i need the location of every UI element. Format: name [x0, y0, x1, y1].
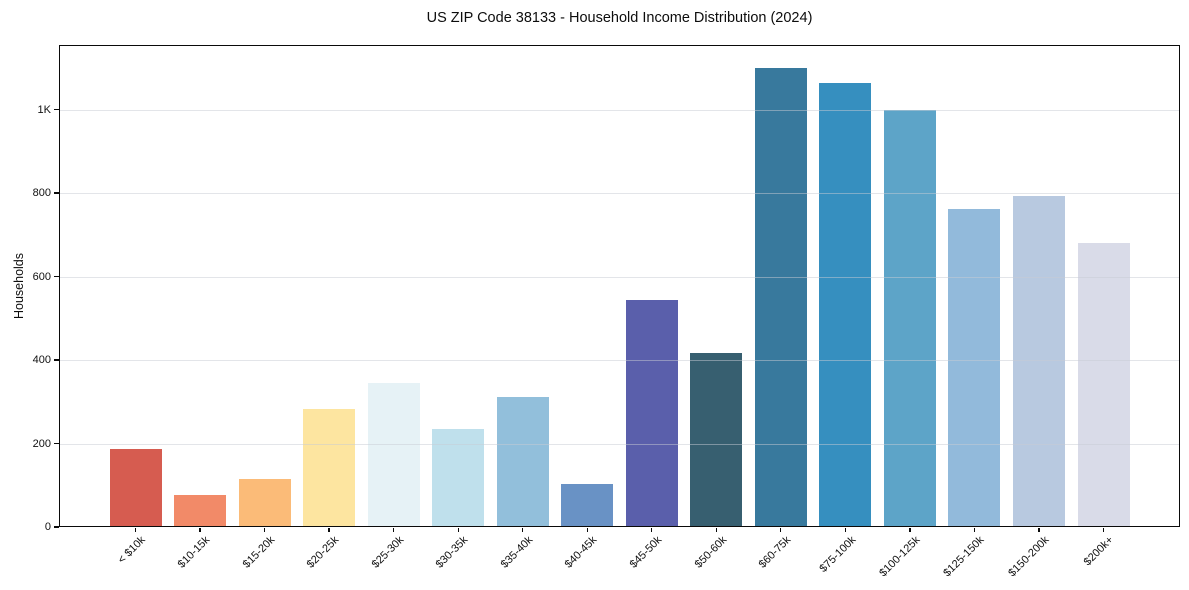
x-tick-mark-$45-50k	[651, 528, 653, 533]
x-tick-label-$30-35k: $30-35k	[434, 534, 471, 571]
bar-$200k+	[1077, 243, 1130, 527]
y-axis-label: Households	[12, 252, 26, 320]
x-tick-label-$45-50k: $45-50k	[627, 534, 665, 571]
gridline-y-600	[59, 276, 1180, 278]
x-tick-mark-$200k+	[1102, 528, 1105, 533]
gridline-y-200	[59, 443, 1180, 445]
bar-$45-50k	[625, 299, 678, 527]
bar-$100-125k	[883, 109, 936, 527]
bar-$25-30k	[367, 383, 420, 527]
x-tick-label-$150-200k: $150-200k	[1006, 534, 1052, 580]
x-tick-mark-$40-45k	[586, 528, 588, 533]
x-tick-label-$50-60k: $50-60k	[692, 534, 729, 571]
y-tick-mark-800	[54, 192, 59, 194]
bar-$15-20k	[238, 478, 291, 527]
bar-$125-150k	[948, 209, 1001, 527]
bar-$60-75k	[754, 68, 807, 527]
x-tick-label-$60-75k: $60-75k	[756, 534, 794, 571]
x-tick-label-< $10k: < $10k	[115, 534, 148, 567]
chart-title: US ZIP Code 38133 - Household Income Dis…	[426, 10, 813, 26]
x-tick-label-$25-30k: $25-30k	[369, 534, 407, 571]
x-tick-mark-$60-75k	[780, 528, 782, 533]
x-tick-label-$200k+: $200k+	[1081, 534, 1116, 569]
y-tick-label-600: 600	[32, 270, 51, 283]
x-tick-mark-$15-20k	[263, 528, 266, 533]
bar-$10-15k	[174, 495, 226, 527]
bar-$20-25k	[303, 408, 356, 527]
y-tick-label-0: 0	[44, 521, 51, 533]
y-tick-label-800: 800	[32, 187, 51, 200]
gridline-y-800	[59, 193, 1180, 195]
bar-$75-100k	[819, 83, 872, 527]
x-tick-mark-$30-35k	[457, 528, 459, 533]
x-tick-label-$125-150k: $125-150k	[941, 534, 987, 580]
x-tick-mark-$25-30k	[392, 528, 395, 533]
x-tick-mark-$150-200k	[1038, 528, 1040, 533]
x-tick-mark-$50-60k	[715, 528, 717, 533]
y-tick-label-200: 200	[32, 437, 51, 450]
plot-frame	[59, 45, 1180, 527]
x-tick-mark-$125-150k	[973, 528, 976, 533]
y-tick-label-400: 400	[32, 354, 51, 367]
x-tick-label-$40-45k: $40-45k	[563, 534, 600, 571]
bar-$150-200k	[1013, 195, 1065, 527]
bar-< $10k	[109, 448, 162, 527]
x-tick-mark-< $10k	[134, 528, 137, 533]
bar-$40-45k	[561, 484, 614, 527]
gridline-y-400	[59, 360, 1180, 362]
bar-$50-60k	[690, 352, 743, 527]
x-tick-label-$15-20k: $15-20k	[240, 534, 278, 571]
x-tick-mark-$35-40k	[522, 528, 524, 533]
x-tick-mark-$20-25k	[328, 528, 330, 533]
x-tick-label-$75-100k: $75-100k	[816, 534, 858, 575]
y-tick-mark-400	[54, 359, 59, 361]
x-tick-label-$35-40k: $35-40k	[498, 534, 536, 571]
y-tick-mark-0	[54, 526, 59, 528]
x-tick-mark-$10-15k	[199, 528, 201, 533]
gridline-y-1000	[59, 109, 1180, 111]
y-tick-mark-600	[54, 275, 59, 278]
x-tick-mark-$75-100k	[844, 528, 847, 533]
y-tick-mark-200	[54, 442, 59, 445]
y-tick-label-1K: 1K	[37, 103, 51, 116]
x-tick-mark-$100-125k	[909, 528, 911, 533]
bar-$35-40k	[496, 397, 549, 527]
x-tick-label-$100-125k: $100-125k	[877, 534, 923, 580]
x-tick-label-$20-25k: $20-25k	[304, 534, 342, 571]
x-tick-label-$10-15k: $10-15k	[175, 534, 213, 571]
plot-area	[59, 45, 1180, 527]
bar-$30-35k	[432, 428, 485, 527]
y-tick-mark-1K	[54, 109, 59, 111]
